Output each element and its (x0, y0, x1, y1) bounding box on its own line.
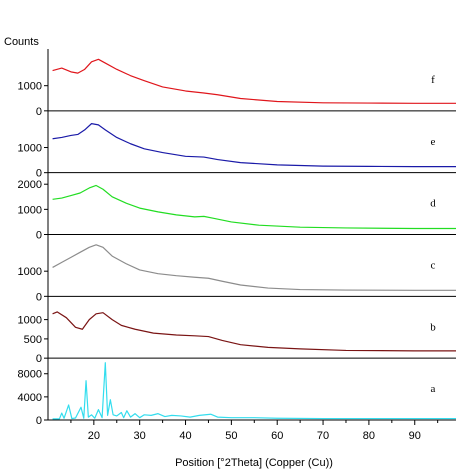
series-line-e (52, 123, 456, 168)
series-line-c (52, 244, 456, 291)
panel-label-d: d (430, 198, 436, 210)
y-tick-label: 0 (36, 415, 42, 427)
y-tick-label: 1000 (18, 266, 42, 278)
panel-label-b: b (430, 321, 436, 333)
y-tick-label: 8000 (18, 369, 42, 381)
y-tick-label: 500 (24, 334, 42, 346)
series-line-f (52, 58, 456, 104)
panels-group: 0 1000 f 0 1000 e 0 1000 2000 d 0 1000 c 0 500 1000 b 0 40… (18, 49, 456, 427)
panel-f: 0 1000 f (18, 58, 456, 118)
x-tick-label: 90 (409, 430, 421, 442)
y-tick-label: 1000 (18, 315, 42, 327)
x-tick-label: 70 (317, 430, 329, 442)
y-tick-label: 1000 (18, 81, 42, 93)
x-tick-label: 50 (225, 430, 237, 442)
y-tick-label: 1000 (18, 204, 42, 216)
y-axis-title: Counts (4, 36, 39, 48)
series-line-d (52, 184, 456, 230)
panel-b: 0 500 1000 b (18, 311, 456, 365)
y-tick-label: 0 (36, 291, 42, 303)
x-tick-label: 40 (179, 430, 191, 442)
y-tick-label: 0 (36, 230, 42, 242)
series-line-a (52, 362, 456, 420)
x-axis-title: Position [°2Theta] (Copper (Cu)) (175, 457, 333, 469)
x-axis: 20 30 40 50 60 70 80 90 (48, 419, 456, 442)
y-tick-label: 1000 (18, 143, 42, 155)
panel-d: 0 1000 2000 d (18, 179, 456, 242)
series-line-b (52, 311, 456, 352)
y-tick-label: 4000 (18, 392, 42, 404)
panel-label-c: c (431, 260, 436, 272)
y-tick-label: 2000 (18, 179, 42, 191)
panel-label-e: e (431, 136, 436, 148)
y-tick-label: 0 (36, 168, 42, 180)
panel-c: 0 1000 c (18, 244, 456, 303)
panel-a: 0 4000 8000 a (18, 362, 456, 427)
panel-label-a: a (431, 383, 436, 395)
panel-label-f: f (431, 74, 435, 86)
x-tick-label: 30 (134, 430, 146, 442)
y-tick-label: 0 (36, 106, 42, 118)
panel-e: 0 1000 e (18, 123, 456, 180)
y-tick-label: 0 (36, 353, 42, 365)
x-tick-label: 80 (363, 430, 375, 442)
x-tick-label: 60 (271, 430, 283, 442)
x-tick-label: 20 (88, 430, 100, 442)
